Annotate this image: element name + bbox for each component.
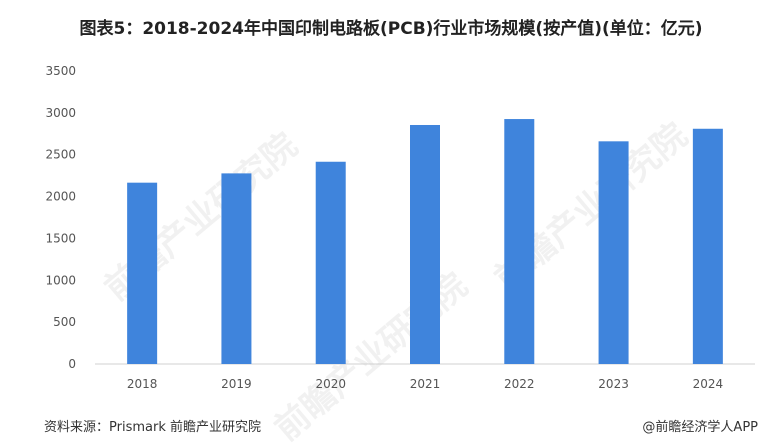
y-tick-label: 2500 <box>45 148 76 162</box>
x-tick-label: 2021 <box>410 377 441 391</box>
x-tick-label: 2018 <box>127 377 158 391</box>
bar-2024 <box>692 128 723 364</box>
y-tick-label: 1500 <box>45 231 76 245</box>
bar-2019 <box>221 173 252 364</box>
x-tick-label: 2024 <box>693 377 724 391</box>
y-tick-label: 1000 <box>45 273 76 287</box>
brand-label: @前瞻经济学人APP <box>642 420 758 435</box>
x-tick-label: 2022 <box>504 377 535 391</box>
bar-2022 <box>504 119 535 364</box>
y-tick-label: 2000 <box>45 190 76 204</box>
chart-title: 图表5：2018-2024年中国印制电路板(PCB)行业市场规模(按产值)(单位… <box>79 19 703 39</box>
bar-2018 <box>127 182 158 364</box>
bar-2021 <box>410 124 440 364</box>
x-tick-label: 2020 <box>315 377 346 391</box>
source-note: 资料来源：Prismark 前瞻产业研究院 <box>44 420 261 435</box>
bar-2020 <box>315 161 346 364</box>
y-tick-label: 3500 <box>45 64 76 78</box>
y-tick-label: 3000 <box>45 106 76 120</box>
bar-2023 <box>598 141 629 364</box>
y-tick-label: 0 <box>68 357 76 371</box>
y-tick-label: 500 <box>53 315 76 329</box>
x-tick-label: 2019 <box>221 377 252 391</box>
x-tick-label: 2023 <box>598 377 629 391</box>
